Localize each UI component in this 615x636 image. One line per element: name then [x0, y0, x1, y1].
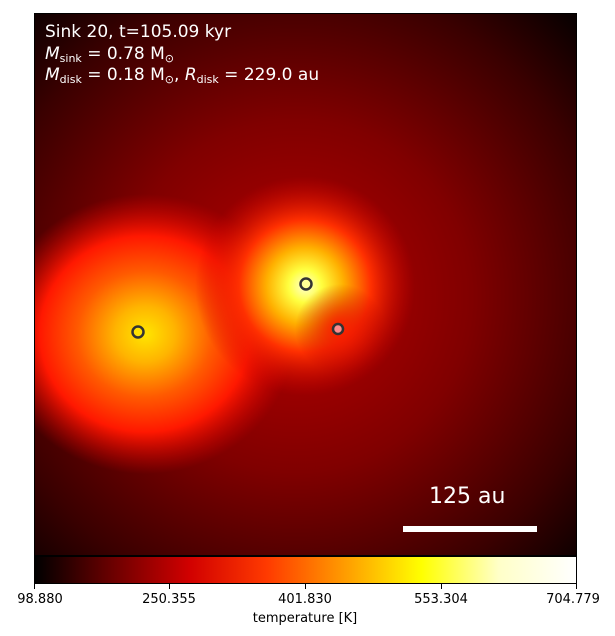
colorbar-tick — [441, 584, 442, 589]
colorbar-tick-label: 704.779 — [546, 592, 600, 607]
scale-bar-label: 125 au — [429, 484, 506, 509]
colorbar-tick — [169, 584, 170, 589]
annotation-disk-properties: Mdisk = 0.18 M⊙, Rdisk = 229.0 au — [45, 65, 320, 86]
colorbar-tick — [576, 584, 577, 589]
scale-bar — [403, 526, 537, 532]
sink-marker-left — [131, 325, 145, 339]
colorbar-tick-label: 553.304 — [414, 592, 468, 607]
sink-marker-center — [299, 277, 313, 291]
annotation-title: Sink 20, t=105.09 kyr — [45, 22, 232, 42]
sink-marker-right — [331, 322, 345, 336]
colorbar-tick-label: 250.355 — [142, 592, 196, 607]
temperature-image — [35, 14, 576, 555]
colorbar-tick-label: 98.880 — [17, 592, 63, 607]
annotation-sink-mass: Msink = 0.78 M⊙ — [45, 44, 175, 65]
colorbar-tick-label: 401.830 — [278, 592, 332, 607]
colorbar-tick — [34, 584, 35, 589]
temperature-map: Sink 20, t=105.09 kyr Msink = 0.78 M⊙ Md… — [34, 13, 577, 556]
colorbar-label: temperature [K] — [252, 611, 358, 626]
colorbar-tick — [305, 584, 306, 589]
colorbar — [34, 556, 577, 584]
